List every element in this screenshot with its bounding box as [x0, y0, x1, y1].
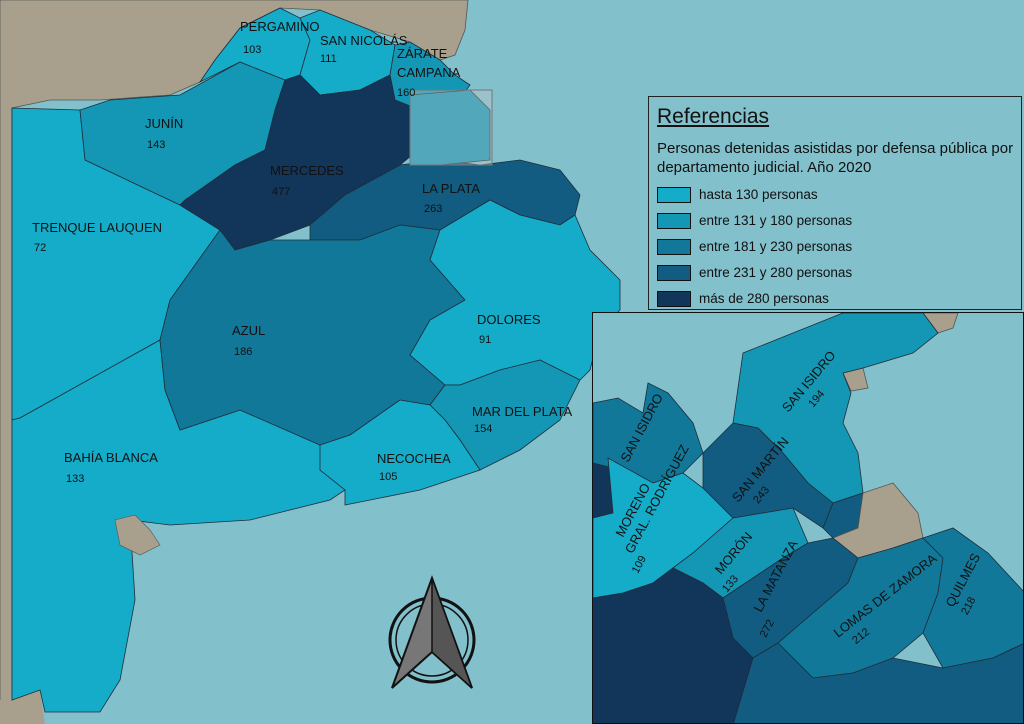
district-inset-dark-bottom-right [733, 642, 1023, 723]
label-mercedes: MERCEDES [270, 163, 344, 178]
legend-subtitle: Personas detenidas asistidas por defensa… [657, 140, 1014, 176]
legend-swatch [657, 187, 691, 204]
label-pergamino: PERGAMINO [240, 19, 319, 34]
value-la-plata: 263 [424, 203, 442, 215]
value-trenque-lauquen: 72 [34, 242, 46, 254]
label-la-plata: LA PLATA [422, 181, 480, 196]
label-trenque-lauquen: TRENQUE LAUQUEN [32, 220, 162, 235]
value-junin: 143 [147, 139, 165, 151]
legend-item: más de 280 personas [657, 290, 829, 308]
district-mar-del-plata [429, 359, 581, 471]
value-necochea: 105 [379, 471, 397, 483]
legend-item: hasta 130 personas [657, 186, 818, 204]
inset-svg: SAN ISIDRO SAN ISIDRO 194 SAN MARTÍN 243… [593, 313, 1023, 723]
district-dolores [409, 199, 621, 386]
label-necochea: NECOCHEA [377, 451, 451, 466]
district-necochea [319, 399, 481, 506]
legend-item: entre 181 y 230 personas [657, 238, 852, 256]
label-dolores: DOLORES [477, 312, 541, 327]
value-pergamino: 103 [243, 44, 261, 56]
islands [114, 514, 161, 556]
legend-swatch [657, 239, 691, 256]
value-azul: 186 [234, 346, 252, 358]
label-mar-del-plata: MAR DEL PLATA [472, 404, 573, 419]
north-arrow-icon [388, 575, 476, 689]
value-zarate-campana: 160 [397, 87, 415, 99]
inset-map: SAN ISIDRO SAN ISIDRO 194 SAN MARTÍN 243… [592, 312, 1024, 724]
district-inset-dark-bottom [593, 567, 754, 723]
value-bahia-blanca: 133 [66, 473, 84, 485]
inset-locator-box [409, 89, 493, 166]
legend-label: entre 231 y 280 personas [699, 265, 853, 280]
legend-swatch [657, 291, 691, 308]
value-mar-del-plata: 154 [474, 423, 492, 435]
label-azul: AZUL [232, 323, 265, 338]
legend-label: más de 280 personas [699, 291, 829, 306]
label-campana: CAMPANA [397, 65, 461, 80]
value-san-nicolas: 111 [320, 53, 337, 65]
neighbor-land-southwest [0, 690, 45, 724]
label-zarate: ZÁRATE [397, 46, 448, 61]
legend-item: entre 231 y 280 personas [657, 264, 852, 282]
legend: Referencias Personas detenidas asistidas… [648, 96, 1022, 310]
value-dolores: 91 [479, 334, 491, 346]
value-mercedes: 477 [272, 186, 290, 198]
label-junin: JUNÍN [145, 116, 183, 131]
legend-title: Referencias [657, 105, 770, 128]
legend-swatch [657, 265, 691, 282]
label-san-nicolas: SAN NICOLÁS [320, 33, 408, 48]
legend-label: entre 181 y 230 personas [699, 239, 853, 254]
legend-swatch [657, 213, 691, 230]
label-bahia-blanca: BAHÍA BLANCA [64, 450, 158, 465]
legend-item: entre 131 y 180 personas [657, 212, 852, 230]
legend-label: hasta 130 personas [699, 187, 818, 202]
legend-label: entre 131 y 180 personas [699, 213, 853, 228]
